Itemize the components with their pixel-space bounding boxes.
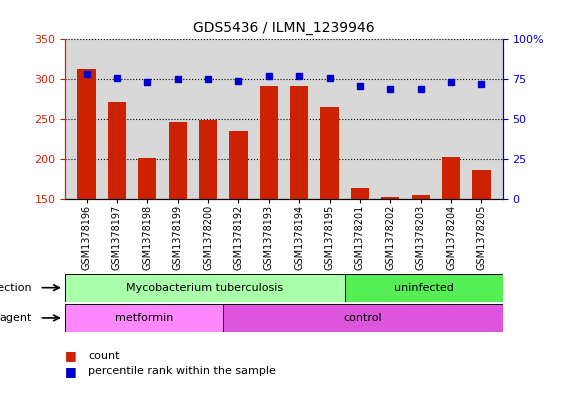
Bar [381, 197, 399, 199]
Text: percentile rank within the sample: percentile rank within the sample [88, 366, 276, 376]
Bar [223, 304, 503, 332]
Bar [65, 304, 223, 332]
Title: GDS5436 / ILMN_1239946: GDS5436 / ILMN_1239946 [193, 22, 375, 35]
Text: count: count [88, 351, 119, 361]
Text: ■: ■ [65, 365, 77, 378]
Text: infection: infection [0, 283, 32, 293]
Text: ■: ■ [65, 349, 77, 362]
Bar [345, 274, 503, 302]
Bar [473, 170, 491, 199]
Bar [138, 158, 156, 199]
Bar [108, 101, 126, 199]
Bar [351, 189, 369, 199]
Bar [77, 69, 95, 199]
Text: control: control [344, 313, 382, 323]
Bar [65, 274, 345, 302]
Bar [442, 157, 460, 199]
Bar [320, 107, 339, 199]
Text: Mycobacterium tuberculosis: Mycobacterium tuberculosis [127, 283, 283, 293]
Bar [199, 120, 217, 199]
Text: uninfected: uninfected [394, 283, 454, 293]
Bar [260, 86, 278, 199]
Text: agent: agent [0, 313, 32, 323]
Bar [290, 86, 308, 199]
Text: metformin: metformin [115, 313, 173, 323]
Bar [169, 122, 187, 199]
Bar [412, 195, 430, 199]
Bar [229, 131, 248, 199]
